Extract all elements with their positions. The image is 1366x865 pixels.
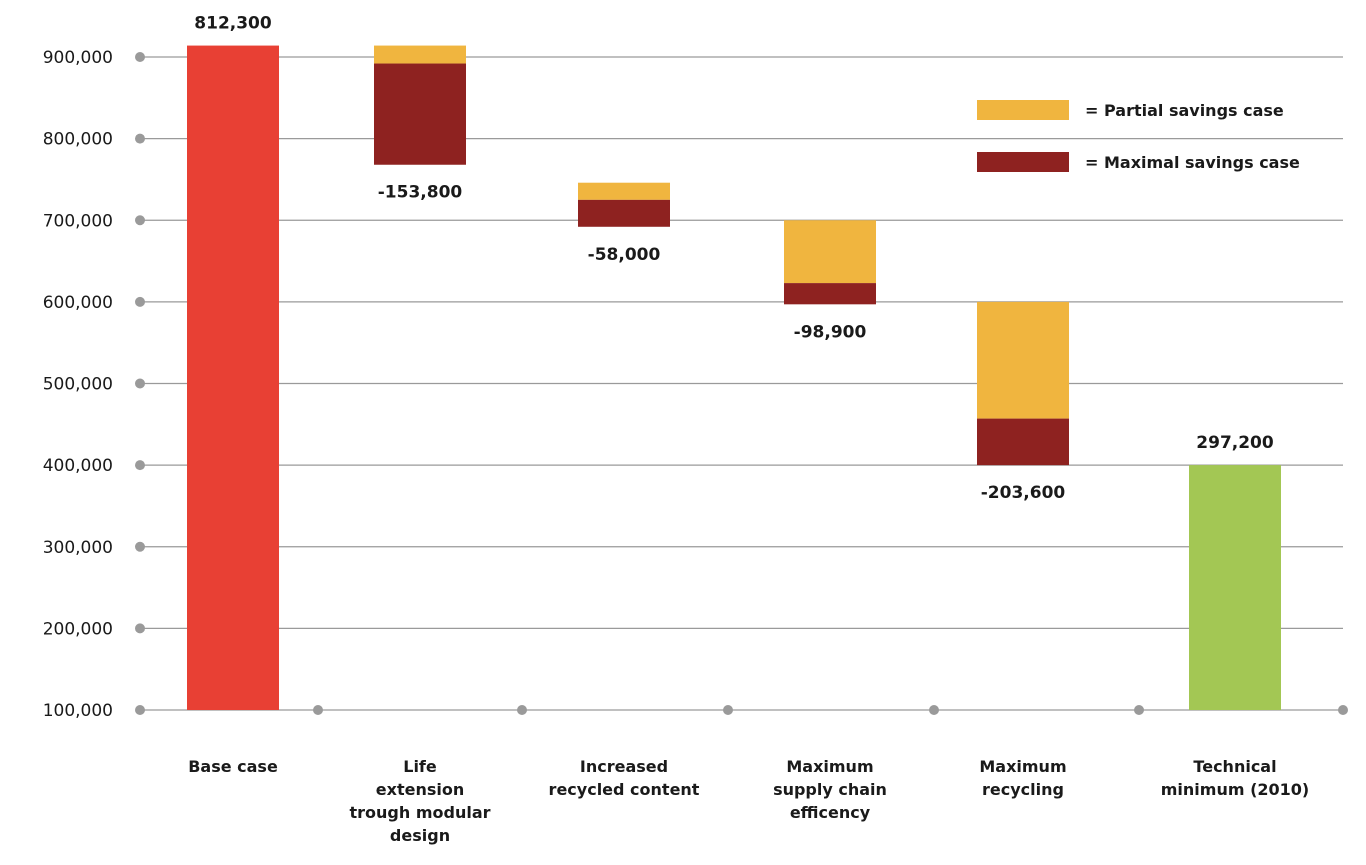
bar-value-label: 812,300 (194, 14, 272, 34)
y-tick-label: 400,000 (43, 456, 113, 476)
legend-swatch-partial (977, 100, 1069, 120)
category-separator-dot (1134, 705, 1144, 715)
legend-swatch-maximal (977, 152, 1069, 172)
category-label-line: Life (403, 757, 437, 776)
bar-partial-savings (374, 45, 466, 64)
data-labels: 812,300 -153,800 -58,000 -98,900 -203,600 297… (194, 14, 1274, 504)
category-label: Maximum recycling (979, 757, 1066, 799)
y-tick-label: 300,000 (43, 538, 113, 558)
bar-maximal-savings (578, 199, 670, 227)
bars (187, 45, 1281, 710)
category-label-line: Increased (580, 757, 668, 776)
x-axis: Base case Life extension trough modular desi… (188, 757, 1309, 845)
category-label-line: trough modular (349, 803, 490, 822)
y-tick-label: 800,000 (43, 130, 113, 150)
gridline-dot (135, 215, 145, 226)
y-axis: 100,000 200,000 300,000 400,000 500,000 600,0… (43, 48, 1348, 721)
category-label: Technical minimum (2010) (1161, 757, 1310, 799)
category-separator-dot (1338, 705, 1348, 715)
y-tick-label: 500,000 (43, 375, 113, 395)
bar-maximal-savings (784, 283, 876, 305)
gridline-dot (135, 133, 145, 144)
legend-label-partial: = Partial savings case (1085, 101, 1284, 120)
bar-partial-savings (977, 301, 1069, 419)
category-separator-dot (929, 705, 939, 715)
category-label-line: Maximum (786, 757, 873, 776)
legend-label-maximal: = Maximal savings case (1085, 153, 1300, 172)
bar-base-case (187, 45, 279, 710)
category-label-line: extension (376, 780, 464, 799)
category-separator-dot (517, 705, 527, 715)
category-label-line: Maximum (979, 757, 1066, 776)
y-tick-label: 200,000 (43, 619, 113, 639)
category-label-line: efficency (790, 803, 871, 822)
gridline-dot (135, 52, 145, 62)
bar-value-label: 297,200 (1196, 433, 1274, 453)
category-label-line: design (390, 826, 450, 845)
y-tick-label: 600,000 (43, 293, 113, 313)
category-label-line: Technical (1193, 757, 1276, 776)
bar-partial-savings (578, 182, 670, 200)
y-tick-label: 900,000 (43, 48, 113, 68)
bar-value-label: -153,800 (378, 183, 463, 203)
gridline-dot (135, 541, 145, 552)
y-tick-label: 700,000 (43, 211, 113, 231)
category-label: Maximum supply chain efficency (773, 757, 887, 822)
bar-maximal-savings (374, 63, 466, 165)
category-separator-dot (313, 705, 323, 715)
gridline-dot (135, 623, 145, 634)
legend: = Partial savings case = Maximal savings … (977, 100, 1300, 172)
y-tick-label: 100,000 (43, 701, 113, 721)
gridline-dot (135, 296, 145, 307)
gridline-dot (135, 705, 145, 715)
category-label: Increased recycled content (549, 757, 700, 799)
bar-value-label: -58,000 (588, 245, 661, 265)
bar-maximal-savings (977, 418, 1069, 466)
category-label-line: recycled content (549, 780, 700, 799)
bar-technical-minimum (1189, 465, 1281, 710)
category-label-line: minimum (2010) (1161, 780, 1310, 799)
category-label-line: Base case (188, 757, 278, 776)
gridlines (140, 56, 1343, 711)
bar-partial-savings (784, 220, 876, 284)
category-label: Life extension trough modular design (349, 757, 490, 845)
category-label: Base case (188, 757, 278, 776)
bar-value-label: -203,600 (981, 483, 1066, 503)
category-separator-dot (723, 705, 733, 715)
bar-value-label: -98,900 (794, 322, 867, 342)
category-label-line: supply chain (773, 780, 887, 799)
gridline-dot (135, 460, 145, 471)
category-label-line: recycling (982, 780, 1064, 799)
gridline-dot (135, 378, 145, 389)
